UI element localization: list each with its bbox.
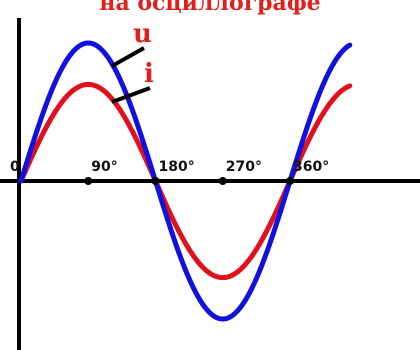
series-labels: ui [111, 19, 154, 104]
tick-label-180: 180° [158, 159, 194, 175]
chart-title: на осциллографе [99, 0, 320, 16]
series-u-leader [111, 46, 145, 68]
tick-label-0: 0 [10, 159, 20, 175]
tick-label-90: 90° [91, 159, 117, 175]
series-i-leader [111, 86, 151, 104]
series-curves [18, 40, 353, 322]
tick-mark-90 [84, 177, 93, 185]
tick-label-270: 270° [226, 159, 262, 175]
tick-label-360: 360° [293, 159, 329, 175]
series-u-label: u [133, 19, 152, 49]
axes [0, 18, 420, 350]
x-ticks: 0 90° 180° 270° 360° [10, 159, 329, 185]
tick-mark-270 [218, 177, 227, 185]
series-u-line [18, 40, 353, 322]
tick-mark-360 [285, 177, 294, 185]
series-i-label: i [144, 59, 154, 89]
tick-mark-180 [151, 177, 160, 185]
